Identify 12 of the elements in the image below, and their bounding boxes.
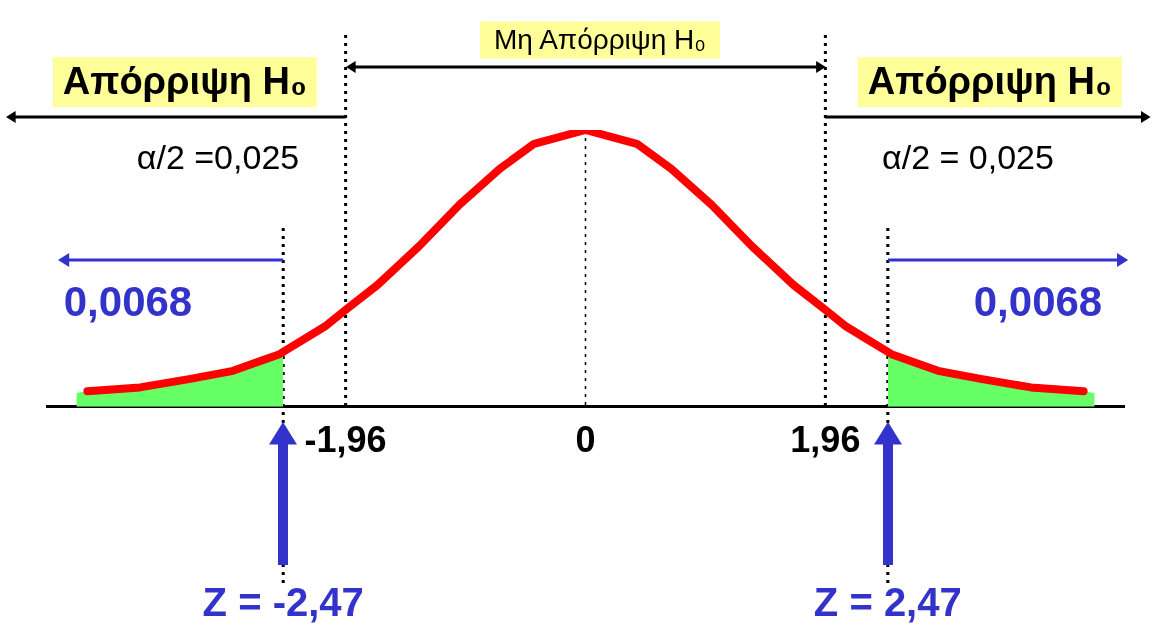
- text: Απόρριψη H₀: [52, 57, 318, 107]
- x-tick-label: -1,96: [304, 419, 387, 461]
- ref-line-label: Z = 2,47: [813, 580, 962, 625]
- annotation: α/2 =0,025: [136, 138, 300, 177]
- x-tick-label: 0: [575, 419, 596, 461]
- text: Μη Απόρριψη H₀: [480, 21, 720, 59]
- text: Απόρριψη H₀: [857, 57, 1123, 107]
- annotation: 0,0068: [973, 277, 1103, 326]
- x-tick-label: 1,96: [790, 419, 861, 461]
- ref-line-label: Z = -2,47: [202, 580, 364, 625]
- annotation: α/2 = 0,025: [882, 138, 1054, 177]
- annotation: 0,0068: [63, 277, 193, 326]
